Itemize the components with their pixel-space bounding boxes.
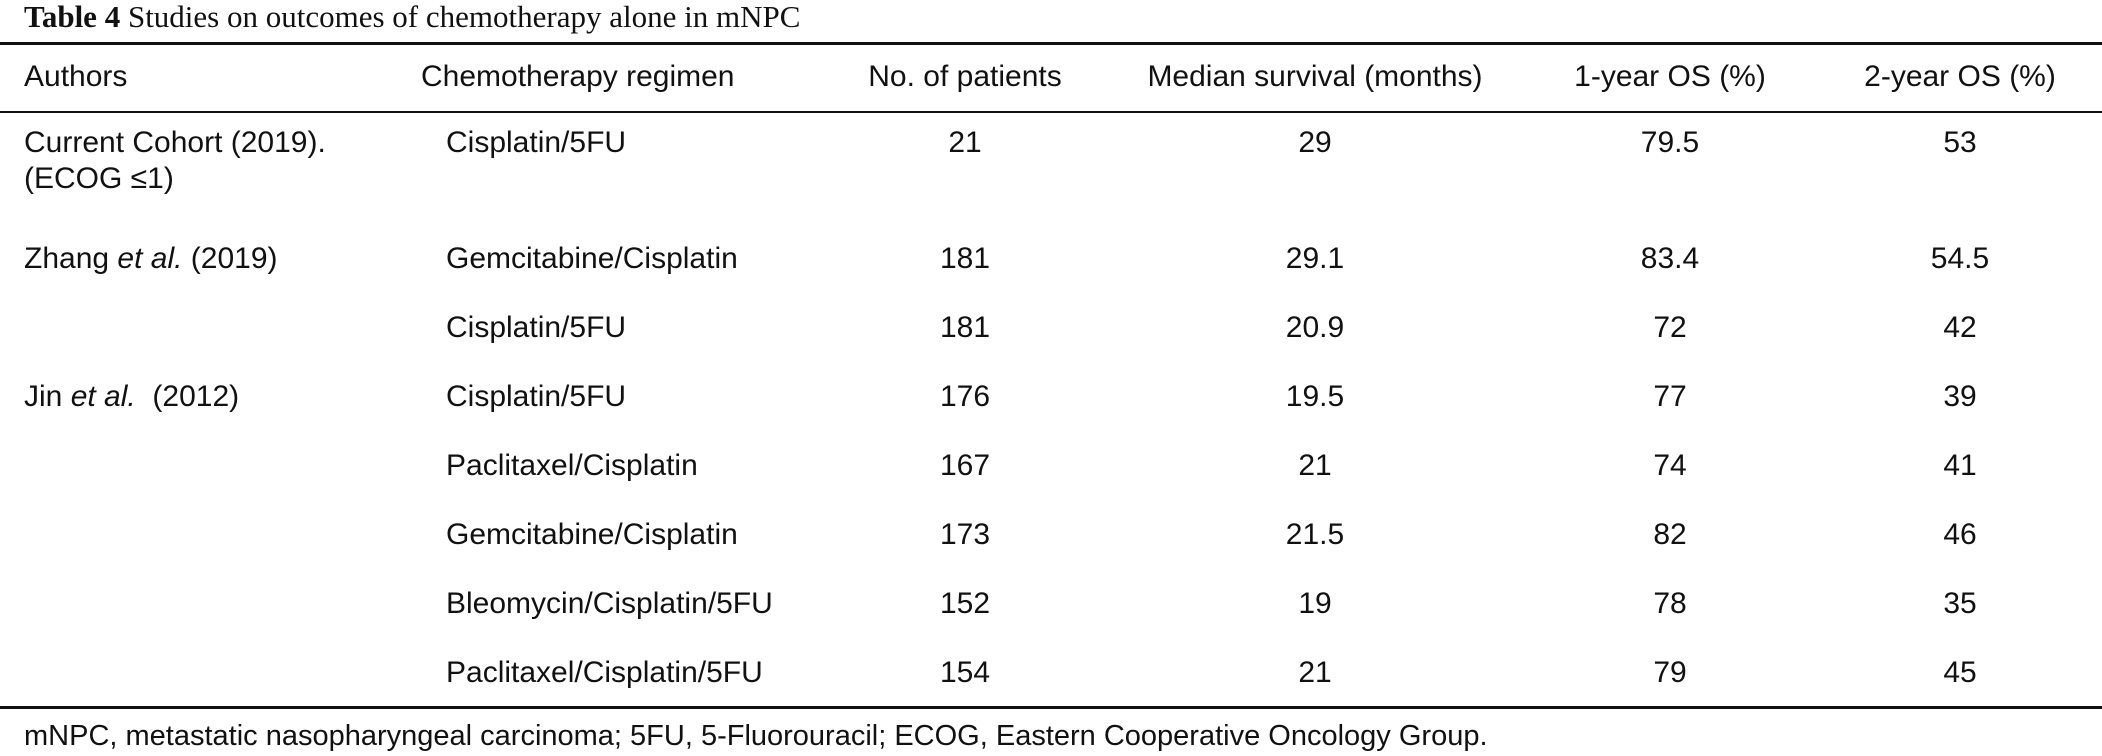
table-header-row: Authors Chemotherapy regimen No. of pati… xyxy=(0,45,2102,111)
table-row: Gemcitabine/Cisplatin 173 21.5 82 46 xyxy=(0,501,2102,570)
table-row: Current Cohort (2019). (ECOG ≤1) Cisplatin… xyxy=(0,111,2102,225)
cell-two-year-os: 54.5 xyxy=(1930,242,1990,275)
cell-one-year-os: 82 xyxy=(1653,518,1687,551)
cell-two-year-os: 41 xyxy=(1943,449,1977,482)
table-row: Jin et al. (2012) Cisplatin/5FU 176 19.5 77 3… xyxy=(0,363,2102,432)
table-bottom-rule xyxy=(0,706,2102,709)
cell-median-survival: 29.1 xyxy=(1285,242,1345,275)
cell-regimen: Paclitaxel/Cisplatin/5FU xyxy=(446,656,763,689)
table-row: Paclitaxel/Cisplatin 167 21 74 41 xyxy=(0,432,2102,501)
cell-authors: Current Cohort (2019). (ECOG ≤1) xyxy=(24,125,326,197)
cell-two-year-os: 53 xyxy=(1943,126,1977,159)
cell-patients: 21 xyxy=(948,126,982,159)
cell-median-survival: 19.5 xyxy=(1285,380,1345,413)
author-name: Jin xyxy=(24,380,71,413)
header-two-year-os: 2-year OS (%) xyxy=(1864,60,2056,93)
table-body: Current Cohort (2019). (ECOG ≤1) Cisplatin… xyxy=(0,111,2102,708)
cell-two-year-os: 45 xyxy=(1943,656,1977,689)
cell-regimen: Gemcitabine/Cisplatin xyxy=(446,518,738,551)
cell-one-year-os: 74 xyxy=(1653,449,1687,482)
table-row: Zhang et al. (2019) Gemcitabine/Cisplatin… xyxy=(0,225,2102,294)
cell-patients: 154 xyxy=(939,656,991,689)
table-top-rule xyxy=(0,42,2102,45)
author-year: (2012) xyxy=(135,380,240,413)
cell-one-year-os: 72 xyxy=(1653,311,1687,344)
cell-one-year-os: 78 xyxy=(1653,587,1687,620)
cell-median-survival: 21 xyxy=(1298,449,1332,482)
cell-regimen: Cisplatin/5FU xyxy=(446,311,627,344)
cell-two-year-os: 35 xyxy=(1943,587,1977,620)
cell-two-year-os: 42 xyxy=(1943,311,1977,344)
cell-authors: Zhang et al. (2019) xyxy=(24,241,278,277)
table-caption-label: Table 4 xyxy=(24,0,121,34)
author-year: (2019) xyxy=(182,242,278,275)
cell-regimen: Cisplatin/5FU xyxy=(446,126,627,159)
cell-median-survival: 21 xyxy=(1298,656,1332,689)
cell-regimen: Bleomycin/Cisplatin/5FU xyxy=(446,587,773,620)
cell-one-year-os: 79 xyxy=(1653,656,1687,689)
header-authors: Authors xyxy=(24,60,128,93)
author-line: Jin et al. (2012) xyxy=(24,379,239,415)
table-header-rule xyxy=(0,111,2102,113)
cell-regimen: Gemcitabine/Cisplatin xyxy=(446,242,738,275)
table-caption-text: Studies on outcomes of chemotherapy alon… xyxy=(120,0,801,34)
table-row: Paclitaxel/Cisplatin/5FU 154 21 79 45 xyxy=(0,639,2102,708)
table-footnote: mNPC, metastatic nasopharyngeal carcinom… xyxy=(24,720,1488,752)
author-et-al: et al. xyxy=(70,380,136,413)
cell-patients: 181 xyxy=(939,242,991,275)
header-median-survival: Median survival (months) xyxy=(1147,60,1483,93)
cell-one-year-os: 83.4 xyxy=(1640,242,1700,275)
author-line-2: (ECOG ≤1) xyxy=(24,162,174,195)
cell-patients: 167 xyxy=(939,449,991,482)
cell-median-survival: 21.5 xyxy=(1285,518,1345,551)
header-patients: No. of patients xyxy=(868,60,1062,93)
author-line: Zhang et al. (2019) xyxy=(24,241,278,277)
header-regimen: Chemotherapy regimen xyxy=(421,60,735,93)
data-table: Authors Chemotherapy regimen No. of pati… xyxy=(0,45,2102,708)
cell-median-survival: 29 xyxy=(1298,126,1332,159)
cell-patients: 176 xyxy=(939,380,991,413)
cell-regimen: Paclitaxel/Cisplatin xyxy=(446,449,698,482)
table-row: Bleomycin/Cisplatin/5FU 152 19 78 35 xyxy=(0,570,2102,639)
header-one-year-os: 1-year OS (%) xyxy=(1574,60,1766,93)
table-row: Cisplatin/5FU 181 20.9 72 42 xyxy=(0,294,2102,363)
cell-patients: 173 xyxy=(939,518,991,551)
cell-two-year-os: 46 xyxy=(1943,518,1977,551)
cell-authors: Jin et al. (2012) xyxy=(24,379,239,415)
author-name: Zhang xyxy=(24,242,118,275)
cell-median-survival: 19 xyxy=(1298,587,1332,620)
cell-median-survival: 20.9 xyxy=(1285,311,1345,344)
cell-patients: 181 xyxy=(939,311,991,344)
author-et-al: et al. xyxy=(117,242,183,275)
author-name: Current Cohort (2019). xyxy=(24,126,326,159)
cell-regimen: Cisplatin/5FU xyxy=(446,380,627,413)
cell-two-year-os: 39 xyxy=(1943,380,1977,413)
table-caption: Table 4 Studies on outcomes of chemother… xyxy=(24,0,800,40)
author-line: Current Cohort (2019). xyxy=(24,125,326,161)
cell-one-year-os: 77 xyxy=(1653,380,1687,413)
cell-patients: 152 xyxy=(939,587,991,620)
cell-one-year-os: 79.5 xyxy=(1640,126,1700,159)
